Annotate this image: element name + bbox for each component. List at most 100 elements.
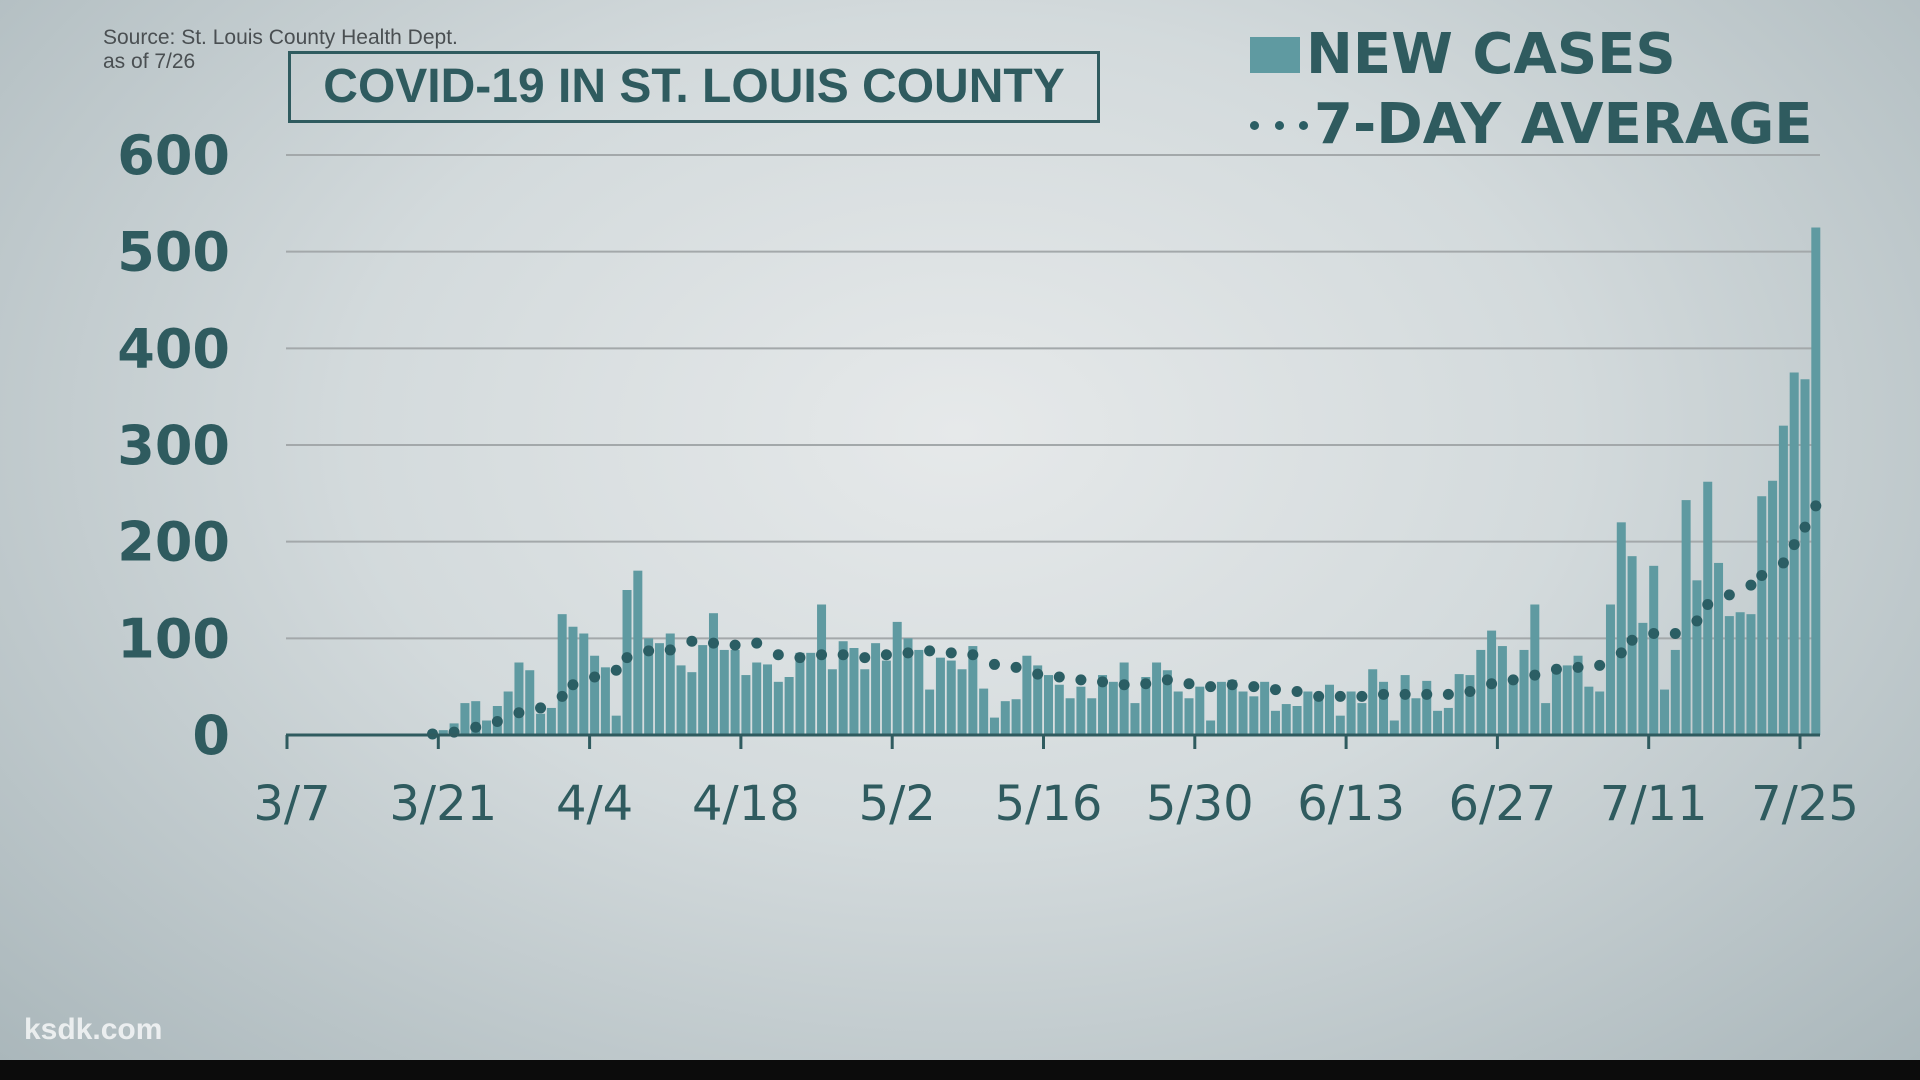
average-dot [1118, 679, 1130, 691]
bar [741, 675, 751, 735]
bar [1130, 703, 1140, 735]
bar [1433, 710, 1443, 735]
bar [1119, 662, 1129, 735]
dotted-line-icon [1250, 120, 1308, 130]
x-tick-label: 5/16 [995, 776, 1103, 832]
bar [1465, 675, 1475, 735]
average-dot [1248, 681, 1260, 693]
average-dot [1723, 589, 1735, 601]
bar [1411, 698, 1421, 735]
legend: NEW CASES 7-DAY AVERAGE [1250, 20, 1813, 160]
bar [644, 638, 654, 735]
average-dot [589, 671, 601, 683]
bar [1270, 710, 1280, 735]
bar [752, 662, 762, 735]
bar [1735, 612, 1745, 735]
average-dot [837, 649, 849, 661]
average-dot [643, 645, 655, 657]
average-dot [1799, 521, 1811, 533]
legend-label: NEW CASES [1306, 22, 1676, 87]
bar [1054, 684, 1064, 735]
bar [1022, 655, 1032, 735]
bar [1044, 675, 1053, 735]
average-dot [1626, 634, 1638, 646]
bar [1324, 684, 1334, 735]
bar [1595, 691, 1605, 735]
bar [1573, 655, 1583, 735]
average-dot [1334, 690, 1346, 702]
bar [1778, 425, 1788, 735]
bar [460, 703, 470, 735]
average-dot [470, 721, 482, 733]
bar [579, 633, 589, 735]
bar [871, 643, 881, 735]
average-dot [513, 707, 525, 719]
average-dot [686, 635, 698, 647]
average-dot [1032, 668, 1044, 680]
bar [1670, 649, 1680, 735]
average-dot [794, 652, 806, 664]
bar [1087, 698, 1097, 735]
bar [1076, 686, 1086, 735]
average-dot [816, 649, 828, 661]
bar [1206, 720, 1216, 735]
bar [1649, 565, 1659, 735]
average-dot [967, 649, 979, 661]
bar [849, 648, 859, 735]
y-tick-label: 100 [117, 607, 230, 670]
average-dot [1669, 628, 1681, 639]
average-dot [1550, 663, 1562, 675]
bar [590, 655, 600, 735]
bar [1065, 698, 1075, 735]
bar [925, 689, 935, 735]
bar [1476, 649, 1486, 735]
bar [806, 652, 816, 735]
bar [1238, 691, 1248, 735]
average-dot [751, 637, 763, 649]
bar [1443, 707, 1453, 735]
average-dot [1702, 599, 1714, 610]
bar [525, 670, 535, 735]
bar [903, 638, 913, 735]
average-dot [729, 639, 741, 651]
bar [946, 660, 956, 735]
bar [1714, 562, 1724, 735]
legend-item-new-cases: NEW CASES [1250, 20, 1813, 90]
average-dot [556, 690, 568, 702]
average-dot [1205, 681, 1217, 693]
bar [1184, 698, 1194, 735]
average-dot [1356, 690, 1368, 702]
bar [957, 669, 967, 735]
x-axis-labels: 3/7 3/21 4/4 4/18 5/2 5/16 5/30 6/13 6/27 7/11 7/2… [253, 776, 1859, 832]
average-dot [610, 664, 622, 676]
average-dot [1010, 661, 1022, 673]
bar [514, 662, 524, 735]
seven-day-average-dots [426, 500, 1822, 740]
bar [708, 613, 718, 735]
bar [1800, 379, 1810, 735]
bar [1454, 674, 1464, 735]
bottom-bar [0, 1060, 1920, 1080]
bar [1616, 522, 1626, 735]
bar [892, 621, 902, 735]
average-dot [1075, 674, 1087, 686]
average-dot [707, 637, 719, 649]
bar [482, 720, 492, 735]
bar [1584, 686, 1594, 735]
average-dot [1777, 557, 1789, 569]
bar [881, 660, 891, 735]
y-tick-label: 0 [192, 704, 230, 767]
bar [546, 707, 556, 735]
x-tick-label: 4/18 [692, 776, 800, 832]
average-dot [1097, 676, 1109, 688]
bar [665, 633, 675, 735]
bar [1497, 646, 1507, 735]
bar [1098, 675, 1108, 735]
average-dot [1399, 688, 1411, 700]
average-dot [1269, 684, 1281, 696]
bar [1346, 691, 1356, 735]
average-dot [664, 644, 676, 656]
bar [1281, 704, 1291, 735]
bar [1335, 715, 1345, 735]
bar [1216, 681, 1226, 735]
